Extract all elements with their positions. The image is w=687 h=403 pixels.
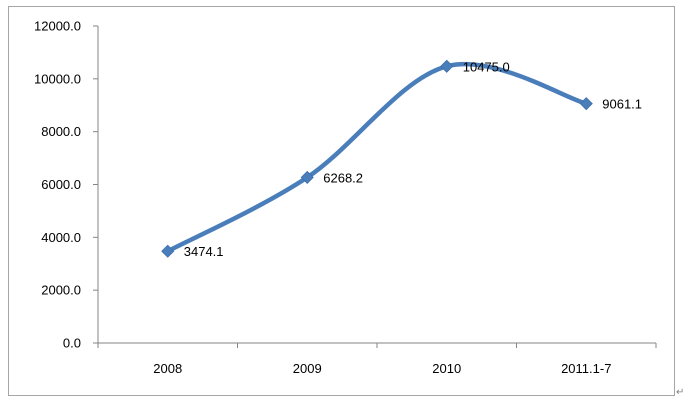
data-label: 6268.2 xyxy=(323,170,363,185)
y-tick-label: 4000.0 xyxy=(41,230,81,245)
series-group xyxy=(161,59,593,258)
data-label: 9061.1 xyxy=(602,97,642,112)
y-tick-label: 0.0 xyxy=(63,336,81,351)
y-tick-label: 12000.0 xyxy=(34,19,81,34)
data-point-marker xyxy=(300,170,314,184)
data-label: 3474.1 xyxy=(184,244,224,259)
y-axis: 0.0 2000.0 4000.0 6000.0 8000.0 10000.0 12000.… xyxy=(34,19,99,351)
data-point-marker xyxy=(161,244,175,258)
series-line xyxy=(165,61,589,254)
chart-frame xyxy=(8,6,675,396)
paragraph-mark-icon: ↵ xyxy=(676,387,685,398)
data-point-marker xyxy=(440,59,454,73)
x-tick-label: 2009 xyxy=(293,361,322,376)
x-tick-label: 2011.1-7 xyxy=(561,361,611,376)
x-axis: 2008 2009 2010 2011.1-7 xyxy=(97,342,657,376)
y-tick-label: 10000.0 xyxy=(34,71,81,86)
y-tick-label: 8000.0 xyxy=(41,124,81,139)
data-point-marker xyxy=(579,97,593,111)
data-label: 10475.0 xyxy=(463,59,510,74)
x-tick-label: 2010 xyxy=(432,361,461,376)
x-tick-label: 2008 xyxy=(153,361,182,376)
y-tick-label: 2000.0 xyxy=(41,283,81,298)
data-labels: 3474.1 6268.2 10475.0 9061.1 xyxy=(184,59,642,259)
y-tick-label: 6000.0 xyxy=(41,177,81,192)
